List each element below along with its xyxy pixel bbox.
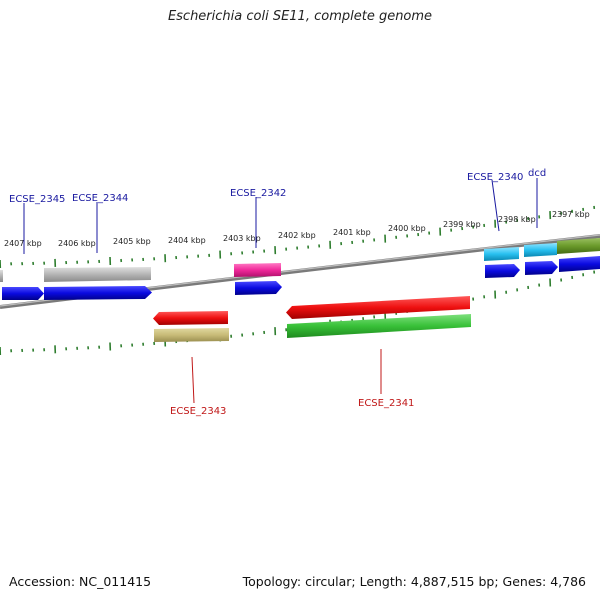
scale-label-2397: 2397 kbp xyxy=(552,210,590,219)
scale-label-2405: 2405 kbp xyxy=(113,237,151,246)
gene-arrow-red[interactable] xyxy=(286,296,470,319)
gene-arrow-blue[interactable] xyxy=(525,261,558,275)
gene-arrow-blue[interactable] xyxy=(2,287,44,300)
map-title: Escherichia coli SE11, complete genome xyxy=(167,9,433,24)
scale-label-2399: 2399 kbp xyxy=(443,220,481,229)
gene-label-ECSE_2343[interactable]: ECSE_2343 xyxy=(170,406,226,417)
scale-label-2401: 2401 kbp xyxy=(333,228,371,237)
gene-arrow-blue[interactable] xyxy=(235,281,282,295)
gene-label-ECSE_2342[interactable]: ECSE_2342 xyxy=(230,188,286,199)
scale-label-2403: 2403 kbp xyxy=(223,234,261,243)
gene-arrow-blue[interactable] xyxy=(485,264,520,278)
gene-block-gray[interactable] xyxy=(44,267,151,282)
gene-block-olive[interactable] xyxy=(557,238,600,254)
scale-label-2406: 2406 kbp xyxy=(58,239,96,248)
gene-block-gray[interactable] xyxy=(0,270,3,282)
label-leader-line xyxy=(191,356,195,404)
scale-label-2407: 2407 kbp xyxy=(4,239,42,248)
gene-arrow-blue[interactable] xyxy=(44,286,152,300)
gene-block-cyan[interactable] xyxy=(524,243,557,257)
scale-label-2404: 2404 kbp xyxy=(168,236,206,245)
gene-label-ECSE_2345[interactable]: ECSE_2345 xyxy=(9,194,65,205)
scale-label-2402: 2402 kbp xyxy=(278,231,316,240)
gene-label-ECSE_2340[interactable]: ECSE_2340 xyxy=(467,172,523,183)
gene-block-cyan[interactable] xyxy=(484,247,519,261)
accession-text: Accession: NC_011415 xyxy=(9,574,152,589)
upper-scale-ticks xyxy=(0,205,596,269)
gene-block-green[interactable] xyxy=(287,314,471,338)
scale-label-2400: 2400 kbp xyxy=(388,224,426,233)
scale-label-2398: 2398 kbp xyxy=(498,215,536,224)
gene-arrow-red[interactable] xyxy=(153,311,228,325)
gene-block-tan[interactable] xyxy=(154,328,229,342)
label-leader-line xyxy=(491,179,500,232)
gene-block-pink[interactable] xyxy=(234,263,281,277)
gene-label-ECSE_2344[interactable]: ECSE_2344 xyxy=(72,193,128,204)
gene-label-dcd[interactable]: dcd xyxy=(528,168,546,179)
gene-label-ECSE_2341[interactable]: ECSE_2341 xyxy=(358,398,414,409)
genome-summary-text: Topology: circular; Length: 4,887,515 bp… xyxy=(242,574,586,589)
gene-block-blue[interactable] xyxy=(559,256,600,272)
